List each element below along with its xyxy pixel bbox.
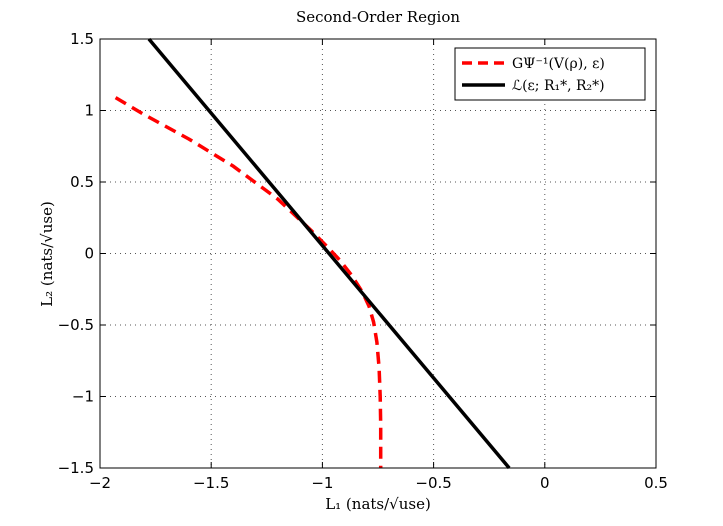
series-line-1 xyxy=(147,37,511,470)
x-tick-label: 0.5 xyxy=(644,474,668,492)
grid xyxy=(99,38,657,469)
legend-label-series-0: GΨ⁻¹(V(ρ), ε) xyxy=(512,56,605,72)
y-tick-label: 0 xyxy=(84,245,94,263)
tick-labels: −2 −1.5 −1 −0.5 0 0.51.510.50−0.5−1−1.5 xyxy=(58,30,668,492)
chart-title: Second-Order Region xyxy=(296,8,460,26)
legend: GΨ⁻¹(V(ρ), ε) ℒ(ε; R₁*, R₂*) xyxy=(454,47,646,101)
x-tick-label: −2 xyxy=(89,474,111,492)
x-tick-label: 0 xyxy=(540,474,550,492)
series-line-0 xyxy=(114,96,383,468)
y-tick-label: 1 xyxy=(84,102,94,120)
x-tick-label: −1 xyxy=(311,474,333,492)
legend-box xyxy=(454,47,646,101)
ticks xyxy=(99,38,657,469)
legend-label-series-1: ℒ(ε; R₁*, R₂*) xyxy=(512,78,605,94)
y-tick-label: −1.5 xyxy=(58,459,94,477)
y-tick-label: −1 xyxy=(72,388,94,406)
y-tick-label: −0.5 xyxy=(58,316,94,334)
y-tick-label: 0.5 xyxy=(70,173,94,191)
y-tick-label: 1.5 xyxy=(70,30,94,48)
x-tick-label: −1.5 xyxy=(193,474,229,492)
y-axis-label: L₂ (nats/√use) xyxy=(38,201,56,307)
x-axis-label: L₁ (nats/√use) xyxy=(325,495,431,513)
series-lines xyxy=(114,37,511,470)
x-tick-label: −0.5 xyxy=(415,474,451,492)
plot-frame xyxy=(99,38,657,469)
